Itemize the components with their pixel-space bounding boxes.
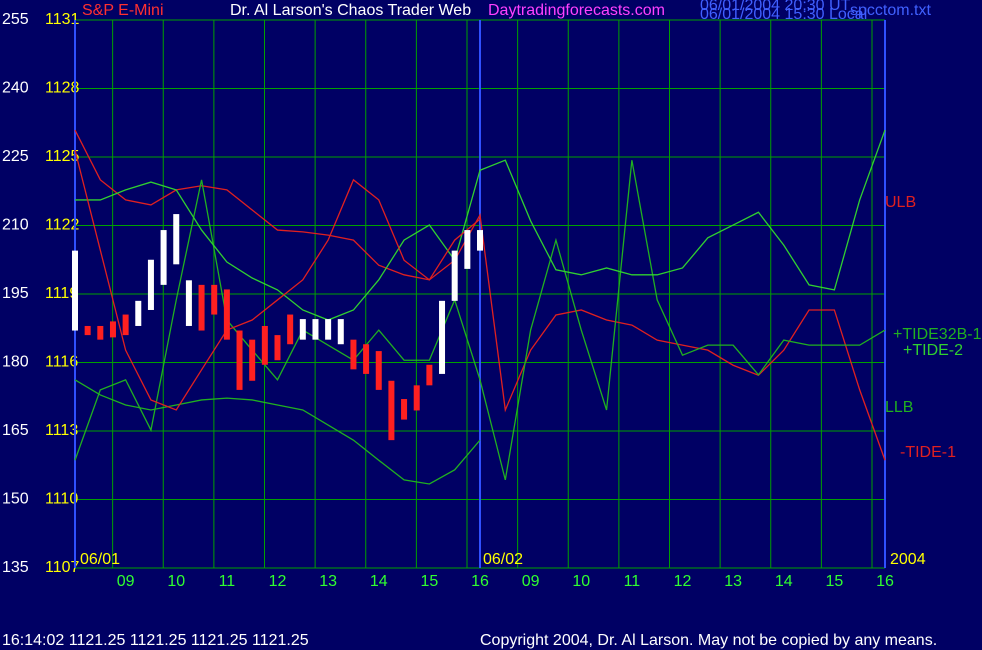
y-tick-label: 165 <box>2 422 29 439</box>
series-line <box>74 379 481 485</box>
price-bar <box>325 319 332 340</box>
price-bar <box>236 330 243 390</box>
file-name: spcctom.txt <box>850 2 931 19</box>
x-tick-label: 09 <box>117 573 135 590</box>
y-tick-label: 240 <box>2 80 29 97</box>
price-bar <box>413 385 420 411</box>
x-tick-label: 13 <box>724 573 742 590</box>
series-label: +TIDE32B-1 <box>893 326 982 343</box>
x-tick-label: 16 <box>471 573 489 590</box>
y-tick-label: 255 <box>2 11 29 28</box>
y2-tick-label: 1119 <box>45 285 78 302</box>
x-tick-label: 09 <box>522 573 540 590</box>
y2-tick-label: 1125 <box>45 148 80 165</box>
chart-subtitle: Dr. Al Larson's Chaos Trader Web <box>230 2 471 19</box>
x-tick-label: 15 <box>420 573 438 590</box>
x-tick-label: 16 <box>876 573 894 590</box>
x-tick-label: 12 <box>674 573 692 590</box>
x-tick-label: 12 <box>269 573 287 590</box>
chart-title: S&P E-Mini <box>82 2 164 19</box>
price-bar <box>287 314 294 345</box>
y-tick-label: 150 <box>2 491 29 508</box>
price-bar <box>401 399 408 420</box>
price-bar <box>109 321 116 338</box>
price-bar <box>426 364 433 386</box>
price-bar <box>223 289 230 340</box>
y-tick-label: 225 <box>2 148 29 165</box>
price-bar <box>477 230 483 251</box>
day-label: 2004 <box>890 551 926 568</box>
series-line <box>74 129 886 461</box>
series-label: ULB <box>885 194 916 211</box>
x-tick-label: 11 <box>624 573 641 590</box>
price-bar <box>261 325 268 365</box>
price-bar <box>135 300 142 326</box>
x-tick-label: 10 <box>572 573 590 590</box>
y-tick-label: 135 <box>2 559 29 576</box>
price-bar <box>388 380 395 441</box>
price-bar <box>173 214 180 265</box>
series-line <box>74 160 886 481</box>
series-label: -TIDE-1 <box>900 444 956 461</box>
price-bar <box>337 319 344 345</box>
price-bar <box>84 325 91 336</box>
y2-tick-label: 1122 <box>45 217 80 234</box>
price-bar <box>375 351 382 390</box>
x-tick-label: 15 <box>825 573 843 590</box>
copyright: Copyright 2004, Dr. Al Larson. May not b… <box>480 632 937 649</box>
day-label: 06/01 <box>80 551 120 568</box>
price-bar <box>439 300 446 374</box>
price-bar <box>464 230 471 269</box>
price-bar <box>185 280 192 326</box>
price-bar <box>451 250 458 301</box>
day-label: 06/02 <box>483 551 523 568</box>
price-bar <box>198 284 205 331</box>
y-tick-label: 180 <box>2 354 29 371</box>
price-bar <box>211 284 218 315</box>
timestamp: 06/01/2004 15:30 Local <box>700 6 867 23</box>
y2-tick-label: 1107 <box>45 559 80 576</box>
y2-tick-label: 1116 <box>45 354 78 371</box>
timestamp: 06/01/2004 20:30 UT <box>700 0 851 14</box>
x-tick-label: 14 <box>775 573 793 590</box>
y2-tick-label: 1131 <box>45 11 80 28</box>
price-bar <box>160 230 167 285</box>
price-bar <box>147 259 154 310</box>
series-label: LLB <box>885 399 913 416</box>
price-bar <box>97 325 104 340</box>
price-bar <box>350 339 357 370</box>
y2-tick-label: 1110 <box>45 491 78 508</box>
y2-tick-label: 1128 <box>45 80 80 97</box>
price-bar <box>122 314 129 336</box>
x-tick-label: 14 <box>370 573 388 590</box>
x-tick-label: 10 <box>167 573 185 590</box>
price-bar <box>299 319 306 340</box>
y-tick-label: 210 <box>2 217 29 234</box>
price-bar <box>249 339 256 381</box>
price-bar <box>312 319 319 340</box>
x-tick-label: 11 <box>219 573 236 590</box>
price-bar <box>72 250 78 331</box>
status-line: 16:14:02 1121.25 1121.25 1121.25 1121.25 <box>2 632 309 649</box>
y2-tick-label: 1113 <box>45 422 78 439</box>
site-name: Daytradingforecasts.com <box>488 2 665 19</box>
x-tick-label: 13 <box>319 573 337 590</box>
y-tick-label: 195 <box>2 285 29 302</box>
series-label: +TIDE-2 <box>903 342 963 359</box>
series-line <box>74 149 481 411</box>
price-bar <box>363 344 370 374</box>
series-line <box>75 129 886 321</box>
price-bar <box>274 335 281 361</box>
